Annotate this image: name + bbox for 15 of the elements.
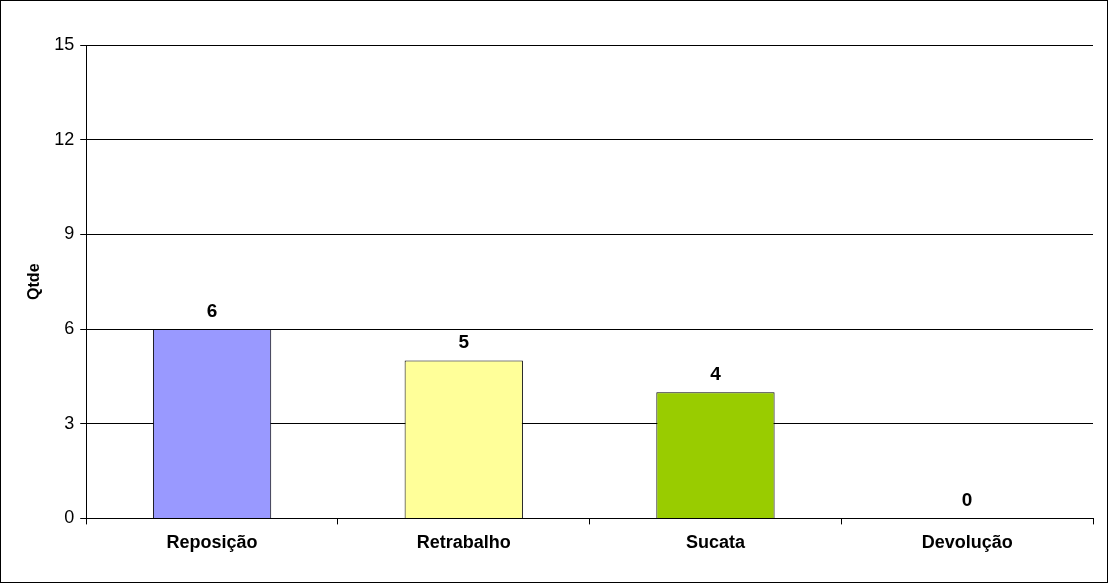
y-axis-title: Qtde [25,263,43,300]
y-tick-label: 3 [64,412,75,433]
data-label: 0 [961,489,973,511]
data-label: 6 [206,299,218,321]
data-label: 5 [458,331,470,353]
y-tick-label: 15 [54,33,75,54]
x-tick-label: Devolução [921,532,1013,553]
y-tick-label: 9 [64,223,75,244]
y-tick-label: 12 [54,128,75,149]
x-tick-label: Sucata [685,532,746,553]
x-tick-label: Reposição [166,532,258,553]
y-tick-label: 0 [64,507,75,528]
data-label: 4 [710,362,722,384]
y-tick-label: 6 [64,318,75,339]
x-tick-label: Retrabalho [416,532,511,553]
